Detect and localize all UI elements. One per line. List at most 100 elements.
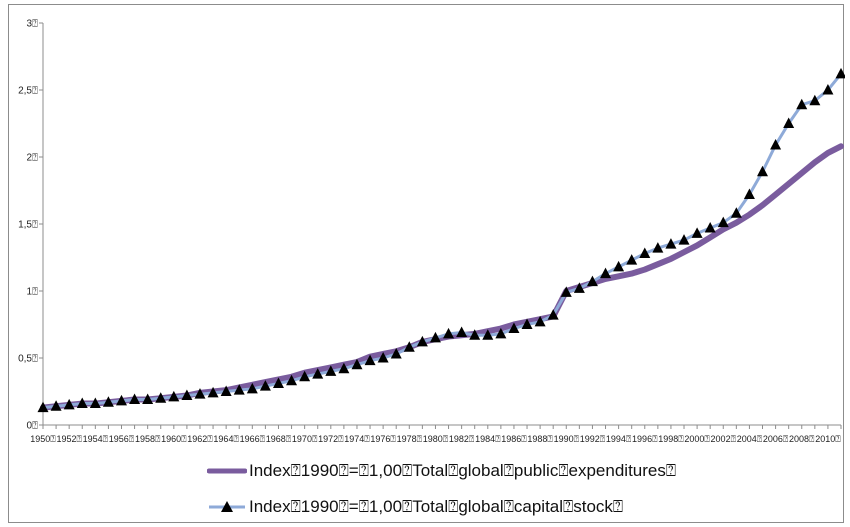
x-tick-label: 1976⍰ xyxy=(370,434,396,444)
data-point-capital-stock xyxy=(129,393,141,405)
data-point-capital-stock xyxy=(259,380,271,391)
data-point-capital-stock xyxy=(338,362,350,374)
data-point-capital-stock xyxy=(600,267,612,279)
data-point-capital-stock xyxy=(351,358,363,370)
x-tick-label: 1968⍰ xyxy=(266,434,292,444)
data-point-capital-stock xyxy=(364,354,376,366)
x-tick-label: 1998⍰ xyxy=(658,434,684,444)
data-point-capital-stock xyxy=(586,275,598,287)
data-point-capital-stock xyxy=(312,368,324,379)
x-tick-label: 1996⍰ xyxy=(632,434,658,444)
x-tick-label: 1984⍰ xyxy=(475,434,501,444)
data-point-capital-stock xyxy=(691,227,703,238)
data-point-capital-stock xyxy=(220,385,232,396)
legend-label-capital-stock: Index⍰1990⍰=⍰1,00⍰Total⍰global⍰capital⍰s… xyxy=(249,497,624,516)
data-point-capital-stock xyxy=(560,286,572,297)
y-tick-label: 2⍰ xyxy=(26,153,38,164)
x-tick-label: 1962⍰ xyxy=(187,434,213,444)
data-point-capital-stock xyxy=(403,341,415,352)
x-tick-label: 2008⍰ xyxy=(789,434,815,444)
x-tick-label: 1950⍰ xyxy=(30,434,56,444)
x-tick-label: 1964⍰ xyxy=(213,434,239,444)
data-point-capital-stock xyxy=(652,242,664,253)
series-line-public-expenditures xyxy=(40,143,844,411)
data-point-capital-stock xyxy=(783,117,795,128)
data-point-capital-stock xyxy=(416,335,428,347)
data-point-capital-stock xyxy=(102,396,114,407)
x-tick-label: 1986⍰ xyxy=(501,434,527,444)
data-point-capital-stock xyxy=(443,327,455,339)
data-point-capital-stock xyxy=(665,238,677,249)
x-tick-label: 1994⍰ xyxy=(606,434,632,444)
data-point-capital-stock xyxy=(678,234,690,245)
x-tick-label: 2000⍰ xyxy=(684,434,710,444)
series-line-capital-stock xyxy=(42,72,843,410)
data-point-capital-stock xyxy=(534,315,546,327)
data-point-capital-stock xyxy=(796,98,808,110)
data-point-capital-stock xyxy=(286,374,298,386)
line-chart: 0⍰ 0,5⍰ 1⍰ 1,5⍰ 2⍰ 2,5⍰ 3⍰ 1950⍰ 1952⍰ 1954⍰ 1956⍰… xyxy=(18,19,845,444)
x-tick-label: 1988⍰ xyxy=(527,434,553,444)
data-point-capital-stock xyxy=(272,377,284,388)
x-tick-label: 1980⍰ xyxy=(423,434,449,444)
x-tick-label: 1956⍰ xyxy=(109,434,135,444)
data-point-capital-stock xyxy=(639,247,651,258)
data-point-capital-stock xyxy=(456,326,468,338)
data-point-capital-stock xyxy=(168,390,180,402)
data-point-capital-stock xyxy=(757,165,769,177)
x-tick-label: 1954⍰ xyxy=(83,434,109,444)
y-tick-label: 1,5⍰ xyxy=(18,220,38,231)
data-point-capital-stock xyxy=(325,365,337,376)
data-point-capital-stock xyxy=(50,400,62,411)
data-point-capital-stock xyxy=(482,329,494,340)
data-point-capital-stock xyxy=(743,188,755,200)
legend-label-public-expenditures: Index⍰1990⍰=⍰1,00⍰Total⍰global⍰public⍰ex… xyxy=(249,461,677,480)
y-tick-label: 0,5⍰ xyxy=(18,354,38,365)
x-tick-label: 1972⍰ xyxy=(318,434,344,444)
data-point-capital-stock xyxy=(377,352,389,363)
legend-swatch-public-expenditures xyxy=(206,464,248,478)
data-point-capital-stock xyxy=(809,94,821,106)
x-tick-label: 1958⍰ xyxy=(135,434,161,444)
legend-item-capital-stock: Index⍰1990⍰=⍰1,00⍰Total⍰global⍰capital⍰s… xyxy=(207,494,767,520)
data-point-capital-stock xyxy=(194,388,206,399)
data-point-capital-stock xyxy=(155,392,167,403)
data-point-capital-stock xyxy=(63,398,75,410)
data-point-capital-stock xyxy=(717,216,729,228)
x-tick-label: 2002⍰ xyxy=(711,434,737,444)
data-point-capital-stock xyxy=(469,329,481,340)
data-point-capital-stock xyxy=(115,394,127,406)
data-point-capital-stock xyxy=(207,386,219,398)
data-point-capital-stock xyxy=(770,138,782,150)
y-tick-label: 3⍰ xyxy=(26,19,38,30)
legend-item-public-expenditures: Index⍰1990⍰=⍰1,00⍰Total⍰global⍰public⍰ex… xyxy=(206,458,767,484)
x-tick-label: 1952⍰ xyxy=(56,434,82,444)
x-tick-label: 1992⍰ xyxy=(580,434,606,444)
x-tick-label: 2010⍰ xyxy=(815,434,841,444)
data-point-capital-stock xyxy=(521,318,533,329)
data-point-capital-stock xyxy=(142,393,154,405)
y-tick-label: 2,5⍰ xyxy=(18,86,38,97)
x-tick-label: 2004⍰ xyxy=(737,434,763,444)
data-point-capital-stock xyxy=(495,327,507,339)
data-point-capital-stock xyxy=(181,389,193,401)
x-tick-label: 1960⍰ xyxy=(161,434,187,444)
data-point-capital-stock xyxy=(429,331,441,343)
data-point-capital-stock xyxy=(547,309,559,320)
data-point-capital-stock xyxy=(626,254,638,265)
data-point-capital-stock xyxy=(704,222,716,233)
x-tick-label: 1966⍰ xyxy=(240,434,266,444)
x-tick-label: 1970⍰ xyxy=(292,434,318,444)
data-point-capital-stock xyxy=(730,207,742,218)
data-point-capital-stock xyxy=(390,347,402,359)
legend-swatch-capital-stock xyxy=(207,500,247,514)
data-point-capital-stock xyxy=(76,397,88,409)
data-point-capital-stock xyxy=(37,401,49,413)
x-tick-label: 1974⍰ xyxy=(344,434,370,444)
data-point-capital-stock xyxy=(822,84,834,95)
data-point-capital-stock xyxy=(573,282,585,293)
y-tick-label: 0⍰ xyxy=(26,421,38,432)
chart-area: 0⍰ 0,5⍰ 1⍰ 1,5⍰ 2⍰ 2,5⍰ 3⍰ 1950⍰ 1952⍰ 1954⍰ 1956⍰… xyxy=(8,4,845,523)
data-point-capital-stock xyxy=(508,322,520,334)
x-tick-label: 1990⍰ xyxy=(554,434,580,444)
